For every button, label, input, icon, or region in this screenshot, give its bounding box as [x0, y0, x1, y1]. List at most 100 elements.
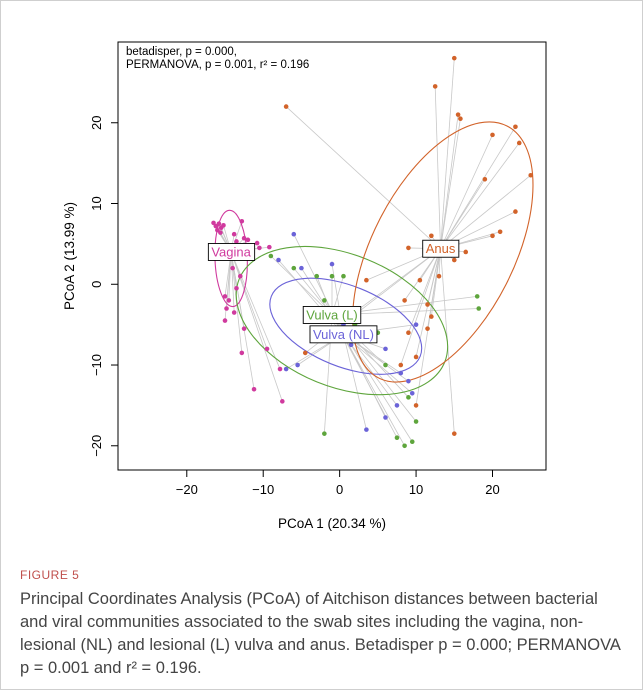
- point-vagina: [234, 239, 239, 244]
- point-vulva_L: [383, 362, 388, 368]
- y-tick-label: −10: [89, 354, 104, 376]
- point-anus: [283, 104, 289, 109]
- segment-anus: [440, 118, 461, 249]
- pcoa-scatter-plot: Vagina Vulva (L) Vulva (NL) Anus −20 −10 0 10 2…: [62, 41, 547, 531]
- point-anus: [364, 277, 369, 283]
- point-anus: [436, 273, 442, 279]
- data-points: [211, 55, 534, 449]
- point-anus: [425, 302, 430, 307]
- point-anus: [528, 172, 534, 178]
- x-tick-label: 20: [485, 482, 499, 497]
- point-vagina: [277, 366, 283, 372]
- point-vagina: [254, 240, 260, 246]
- point-anus: [455, 112, 461, 117]
- y-tick-label: 0: [89, 281, 104, 288]
- point-vagina: [224, 306, 229, 311]
- segment-anus: [440, 134, 493, 249]
- point-vulva_L: [322, 431, 327, 436]
- point-vulva_NL: [276, 257, 281, 263]
- x-axis-label: PCoA 1 (20.34 %): [278, 516, 386, 531]
- segment-vulva_L: [270, 255, 333, 316]
- point-vulva_NL: [291, 231, 297, 237]
- point-vulva_NL: [383, 415, 388, 420]
- point-anus: [432, 84, 438, 89]
- point-anus: [451, 55, 457, 61]
- point-vulva_L: [268, 253, 274, 259]
- betadisper-text: betadisper, p = 0.000,: [126, 46, 237, 58]
- group-labels: Vagina Vulva (L) Vulva (NL) Anus: [207, 239, 460, 344]
- point-vagina: [231, 231, 237, 237]
- point-vagina: [221, 223, 226, 228]
- point-anus: [463, 249, 469, 255]
- y-tick-label: −20: [89, 435, 104, 457]
- point-anus: [458, 116, 463, 122]
- y-tick-label: 10: [89, 196, 104, 210]
- stats-annotation: betadisper, p = 0.000, PERMANOVA, p = 0.…: [126, 46, 309, 72]
- label-box-vulva_L: [302, 306, 362, 324]
- point-vulva_L: [474, 294, 480, 299]
- ellipse-vulva_NL: [269, 277, 423, 375]
- point-vulva_L: [329, 273, 335, 279]
- point-vulva_L: [476, 306, 482, 311]
- ellipse-anus: [352, 121, 534, 383]
- x-tick-label: −20: [176, 482, 198, 497]
- point-anus: [513, 124, 518, 130]
- point-vagina: [280, 399, 285, 404]
- point-vagina: [237, 273, 243, 279]
- point-anus: [413, 403, 419, 408]
- spider-segments: [213, 58, 531, 446]
- point-vulva_NL: [329, 261, 335, 267]
- point-vagina: [239, 350, 245, 356]
- point-vulva_L: [413, 419, 419, 424]
- segment-anus: [440, 174, 531, 250]
- point-vulva_NL: [394, 403, 400, 408]
- segment-anus: [440, 142, 520, 249]
- label-box-vagina: [207, 243, 256, 261]
- point-vagina: [251, 386, 257, 392]
- figure-label: FIGURE 5: [20, 568, 80, 582]
- point-vulva_NL: [409, 390, 415, 396]
- point-anus: [451, 431, 457, 436]
- point-anus: [490, 132, 495, 138]
- point-vulva_NL: [364, 427, 369, 432]
- point-vagina: [267, 244, 272, 250]
- point-vagina: [241, 235, 247, 241]
- point-anus: [402, 298, 407, 303]
- label-text-anus: Anus: [426, 241, 456, 256]
- point-vagina: [222, 318, 228, 323]
- point-vulva_NL: [348, 342, 354, 348]
- point-anus: [429, 314, 434, 319]
- label-vulva_NL: Vulva (NL): [309, 325, 378, 344]
- y-tick-label: 20: [89, 116, 104, 130]
- point-vulva_L: [409, 439, 415, 445]
- point-vagina: [234, 286, 239, 291]
- point-vagina: [231, 310, 237, 315]
- point-anus: [451, 257, 457, 263]
- point-vulva_L: [322, 298, 327, 303]
- segment-vagina: [230, 251, 235, 313]
- point-vagina: [222, 294, 228, 299]
- label-box-anus: [422, 239, 460, 258]
- point-vagina: [218, 230, 223, 235]
- point-anus: [302, 350, 308, 356]
- point-anus: [413, 354, 419, 360]
- y-axis-label: PCoA 2 (13.99 %): [62, 202, 77, 310]
- group-ellipses: [214, 121, 534, 396]
- point-vagina: [264, 346, 270, 352]
- segment-anus: [400, 248, 441, 366]
- point-vagina: [245, 237, 251, 243]
- point-anus: [513, 209, 518, 214]
- point-anus: [482, 176, 488, 182]
- point-vulva_L: [341, 273, 346, 279]
- segment-anus: [408, 248, 441, 333]
- point-vulva_L: [291, 265, 297, 271]
- x-tick-label: −10: [252, 482, 274, 497]
- point-anus: [497, 229, 503, 235]
- y-axis: −20 −10 0 10 20: [89, 116, 119, 457]
- label-vulva_L: Vulva (L): [302, 306, 362, 324]
- segment-vagina: [230, 251, 281, 370]
- label-text-vulva_NL: Vulva (NL): [313, 327, 374, 342]
- point-vulva_L: [406, 395, 411, 400]
- figure-caption: Principal Coordinates Analysis (PCoA) of…: [20, 590, 620, 677]
- segment-anus: [440, 58, 455, 249]
